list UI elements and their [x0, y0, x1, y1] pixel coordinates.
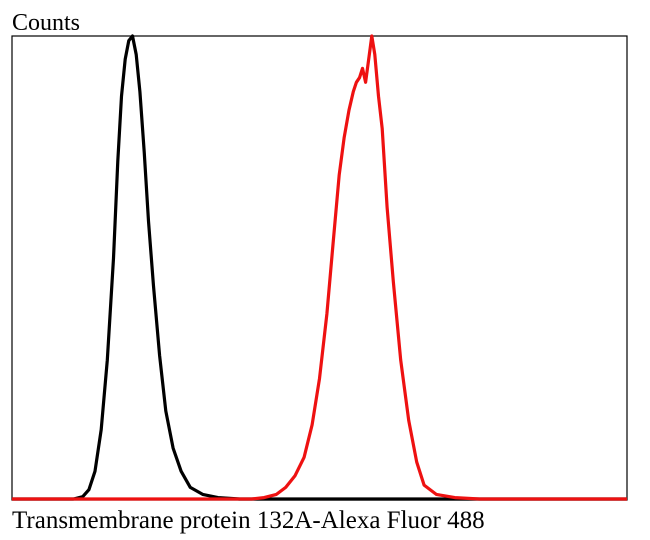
plot-frame [11, 35, 628, 501]
series-layer [12, 34, 627, 501]
series-line-2 [12, 34, 627, 501]
x-axis-label: Transmembrane protein 132A-Alexa Fluor 4… [12, 507, 485, 534]
y-axis-label: Counts [12, 10, 80, 36]
series-line-1 [12, 34, 627, 501]
